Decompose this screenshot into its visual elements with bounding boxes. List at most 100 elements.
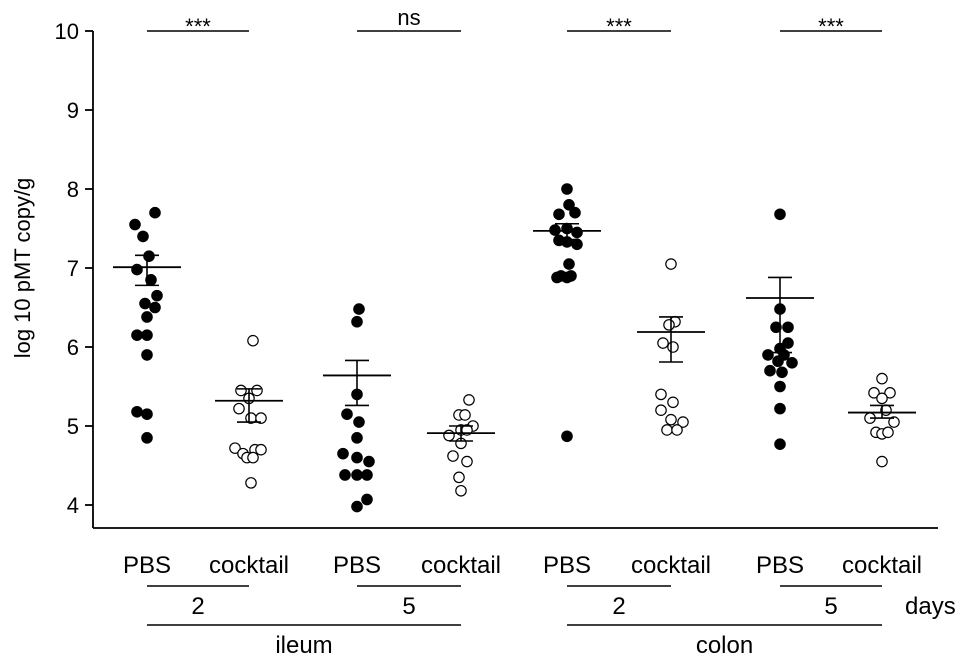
data-point-open bbox=[661, 424, 673, 436]
data-points bbox=[129, 183, 900, 513]
data-point-open bbox=[677, 416, 689, 428]
data-point-open bbox=[655, 388, 667, 401]
data-point-filled bbox=[361, 493, 373, 506]
data-point-filled bbox=[351, 451, 363, 464]
x-category-label: PBS bbox=[123, 552, 171, 579]
data-point-filled bbox=[129, 218, 141, 231]
data-point-open bbox=[461, 455, 473, 468]
data-point-open bbox=[882, 426, 894, 439]
data-point-open bbox=[459, 409, 471, 421]
data-point-open bbox=[665, 413, 677, 426]
data-point-filled bbox=[551, 271, 563, 284]
x-category-label: cocktail bbox=[631, 552, 711, 579]
data-point-filled bbox=[774, 438, 786, 450]
data-point-open bbox=[665, 258, 677, 270]
significance-label: *** bbox=[606, 14, 632, 39]
x-category-labels: PBS cocktail PBS cocktail PBS cocktail PBS cock… bbox=[123, 552, 922, 579]
y-tick-label: 5 bbox=[67, 414, 79, 439]
y-tick-label: 6 bbox=[67, 335, 79, 360]
data-point-filled bbox=[770, 321, 782, 334]
data-point-filled bbox=[563, 258, 575, 270]
y-tick-label: 4 bbox=[67, 493, 79, 518]
data-point-open bbox=[876, 392, 888, 405]
significance-brackets: *** ns *** *** bbox=[147, 5, 882, 39]
data-point-filled bbox=[149, 301, 161, 314]
data-point-filled bbox=[351, 469, 363, 481]
y-axis-title: log 10 pMT copy/g bbox=[10, 178, 35, 359]
data-point-filled bbox=[131, 405, 143, 418]
data-point-filled bbox=[772, 355, 784, 368]
data-point-filled bbox=[131, 263, 143, 276]
data-point-open bbox=[463, 394, 475, 406]
data-point-filled bbox=[563, 199, 575, 211]
significance-label: *** bbox=[185, 14, 211, 39]
data-point-open bbox=[247, 451, 259, 464]
x-category-label: PBS bbox=[756, 552, 804, 579]
data-point-open bbox=[868, 387, 880, 399]
data-point-filled bbox=[361, 469, 373, 481]
data-point-open bbox=[667, 396, 679, 409]
data-point-open bbox=[671, 424, 683, 436]
day-group-label: 2 bbox=[612, 593, 625, 620]
data-point-open bbox=[657, 337, 669, 349]
y-tick-label: 8 bbox=[67, 177, 79, 202]
data-point-filled bbox=[351, 500, 363, 513]
data-point-open bbox=[888, 416, 900, 428]
data-point-filled bbox=[141, 329, 153, 341]
y-tick-label: 7 bbox=[67, 256, 79, 281]
data-point-filled bbox=[553, 208, 565, 221]
data-point-filled bbox=[762, 349, 774, 361]
data-point-open bbox=[453, 471, 465, 484]
day-group-label: 5 bbox=[824, 593, 837, 620]
x-category-label: cocktail bbox=[842, 552, 922, 579]
data-point-open bbox=[247, 334, 259, 347]
data-point-open bbox=[251, 384, 263, 397]
data-point-open bbox=[443, 429, 455, 442]
days-label: days bbox=[905, 593, 956, 620]
x-category-label: cocktail bbox=[209, 552, 289, 579]
data-point-open bbox=[255, 412, 267, 424]
data-point-filled bbox=[561, 183, 573, 195]
significance-label: *** bbox=[818, 14, 844, 39]
data-point-filled bbox=[571, 226, 583, 239]
data-point-filled bbox=[561, 430, 573, 443]
data-point-filled bbox=[776, 366, 788, 379]
data-point-filled bbox=[131, 329, 143, 341]
data-point-filled bbox=[141, 408, 153, 420]
y-tick-label: 10 bbox=[55, 19, 79, 44]
data-point-filled bbox=[137, 230, 149, 243]
data-point-filled bbox=[569, 206, 581, 219]
x-category-label: PBS bbox=[333, 552, 381, 579]
tissue-group-label: ileum bbox=[275, 632, 332, 659]
data-point-open bbox=[229, 442, 241, 454]
data-point-filled bbox=[782, 337, 794, 349]
data-point-filled bbox=[337, 447, 349, 460]
y-tick-label: 9 bbox=[67, 98, 79, 123]
data-point-filled bbox=[786, 356, 798, 369]
data-point-filled bbox=[353, 303, 365, 315]
day-group-label: 5 bbox=[402, 593, 415, 620]
data-point-open bbox=[663, 319, 675, 331]
data-point-filled bbox=[561, 271, 573, 284]
data-point-filled bbox=[571, 238, 583, 251]
data-point-filled bbox=[353, 416, 365, 428]
data-point-filled bbox=[782, 321, 794, 334]
data-point-open bbox=[245, 477, 257, 489]
data-point-filled bbox=[341, 408, 353, 420]
x-category-label: cocktail bbox=[421, 552, 501, 579]
data-point-open bbox=[876, 455, 888, 468]
tissue-group-labels: ileum colon bbox=[147, 624, 882, 659]
data-point-filled bbox=[149, 206, 161, 219]
data-point-filled bbox=[339, 469, 351, 481]
data-point-open bbox=[455, 484, 467, 497]
y-axis-label: log 10 pMT copy/g bbox=[10, 178, 35, 359]
data-point-filled bbox=[151, 289, 163, 302]
data-point-filled bbox=[764, 364, 776, 377]
data-point-open bbox=[876, 372, 888, 385]
axes bbox=[92, 31, 938, 529]
significance-label: ns bbox=[397, 5, 420, 30]
data-point-open bbox=[235, 384, 247, 397]
data-point-filled bbox=[141, 311, 153, 323]
data-point-filled bbox=[141, 349, 153, 361]
